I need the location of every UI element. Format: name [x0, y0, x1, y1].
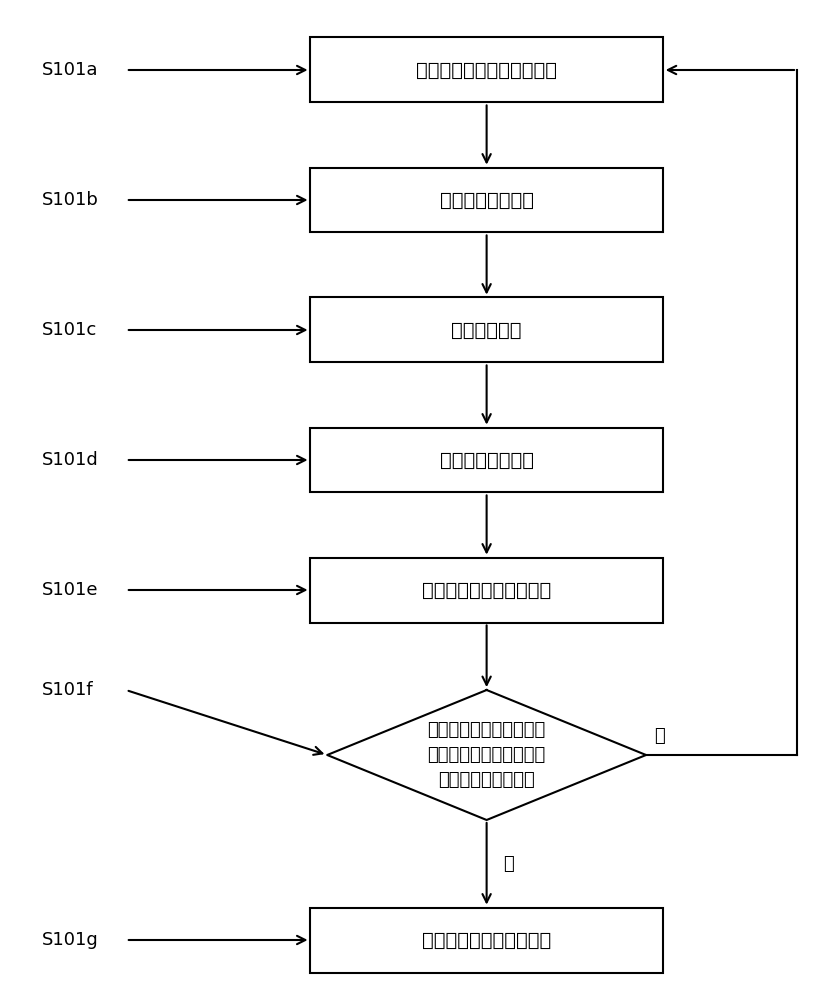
Text: 确认人员身份: 确认人员身份 — [451, 320, 522, 340]
Text: 否: 否 — [654, 727, 665, 745]
Text: 获取人员当前的体重信息: 获取人员当前的体重信息 — [422, 580, 551, 599]
Text: S101f: S101f — [42, 681, 94, 699]
Text: 调取预设体重信息: 调取预设体重信息 — [440, 450, 534, 470]
Text: S101c: S101c — [42, 321, 97, 339]
Text: 接收人员身份信息输入请求: 接收人员身份信息输入请求 — [416, 60, 557, 80]
FancyBboxPatch shape — [310, 167, 663, 232]
FancyBboxPatch shape — [310, 37, 663, 102]
FancyBboxPatch shape — [310, 297, 663, 362]
Text: 是: 是 — [503, 855, 514, 873]
Text: S101a: S101a — [42, 61, 98, 79]
Text: S101b: S101b — [42, 191, 99, 209]
Text: 采集人员身份信息: 采集人员身份信息 — [440, 190, 534, 210]
Text: S101e: S101e — [42, 581, 98, 599]
Text: 获取人员当前的体温信息: 获取人员当前的体温信息 — [422, 930, 551, 950]
Text: S101g: S101g — [42, 931, 99, 949]
FancyBboxPatch shape — [310, 558, 663, 622]
FancyBboxPatch shape — [310, 908, 663, 972]
FancyBboxPatch shape — [310, 428, 663, 492]
Text: S101d: S101d — [42, 451, 99, 469]
Text: 判断当前的体重信息与所
述预设体重信息的差值是
否在第一允许范围内: 判断当前的体重信息与所 述预设体重信息的差值是 否在第一允许范围内 — [428, 721, 545, 789]
